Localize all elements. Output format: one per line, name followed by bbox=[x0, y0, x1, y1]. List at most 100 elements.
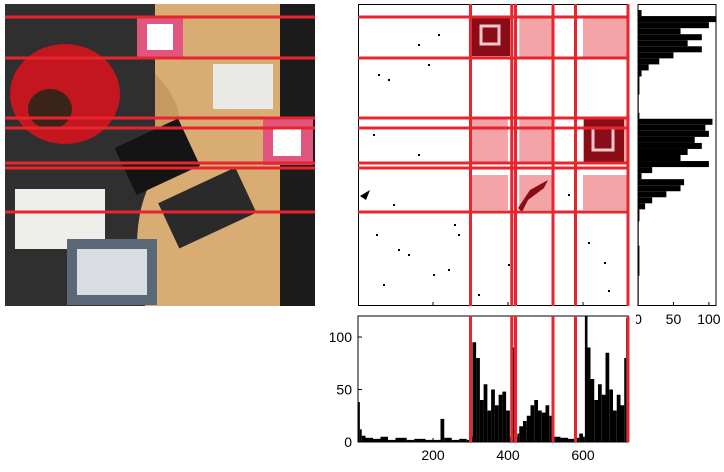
segmentation-map bbox=[358, 4, 628, 306]
noise-dot-7 bbox=[398, 249, 400, 251]
paper-sheet bbox=[213, 64, 273, 109]
shaded-region-2-1 bbox=[583, 175, 628, 210]
shaded-region-1-0 bbox=[519, 118, 553, 163]
row-bar-14 bbox=[638, 112, 640, 119]
column-bar-37 bbox=[538, 410, 542, 442]
person-head bbox=[28, 89, 72, 129]
row-histogram-svg: 0 50 100 bbox=[634, 4, 721, 327]
column-bar-9 bbox=[414, 438, 426, 442]
laptop-display bbox=[77, 249, 147, 295]
column-bar-56 bbox=[616, 394, 621, 442]
row-bar-12 bbox=[638, 76, 640, 95]
column-histogram-svg: 200 400 600 0 50 100 bbox=[329, 315, 629, 463]
noise-dot-0 bbox=[378, 74, 380, 76]
column-bar-5 bbox=[380, 436, 388, 442]
column-bar-16 bbox=[466, 439, 471, 442]
column-xtick-label-2: 600 bbox=[571, 447, 595, 463]
noise-dot-16 bbox=[454, 224, 456, 226]
column-bar-24 bbox=[494, 405, 499, 442]
column-bar-31 bbox=[517, 433, 520, 442]
column-bar-10 bbox=[425, 439, 433, 442]
person-icon bbox=[10, 44, 120, 144]
noise-dot-11 bbox=[588, 242, 590, 244]
row-bar-20 bbox=[638, 148, 688, 155]
noise-dot-12 bbox=[604, 262, 606, 264]
row-bar-7 bbox=[638, 46, 702, 53]
row-bar-6 bbox=[638, 40, 688, 47]
noise-dot-14 bbox=[418, 44, 420, 46]
noise-dot-2 bbox=[418, 154, 420, 156]
noise-dot-20 bbox=[608, 290, 610, 292]
column-bar-1 bbox=[359, 429, 362, 442]
row-bar-25 bbox=[638, 179, 685, 186]
column-xtick-label-0: 200 bbox=[421, 447, 445, 463]
noise-dot-13 bbox=[568, 194, 570, 196]
row-bar-29 bbox=[638, 203, 646, 210]
segmentation-map-svg bbox=[358, 4, 628, 306]
shaded-region-top-b bbox=[519, 18, 553, 58]
row-bar-10 bbox=[638, 64, 649, 71]
noise-blob bbox=[360, 190, 370, 200]
row-bar-15 bbox=[638, 118, 713, 125]
noise-dot-6 bbox=[433, 274, 435, 276]
row-xtick-label-2: 100 bbox=[697, 311, 721, 327]
column-bar-52 bbox=[601, 394, 606, 442]
workspace-photo-image bbox=[5, 4, 315, 306]
marker-inner-2 bbox=[273, 128, 301, 156]
column-bar-50 bbox=[594, 400, 598, 442]
column-bar-44 bbox=[575, 437, 580, 442]
column-bar-0 bbox=[358, 402, 360, 442]
column-bar-21 bbox=[483, 384, 488, 442]
row-bar-8 bbox=[638, 52, 674, 59]
column-bar-40 bbox=[549, 415, 553, 442]
noise-dot-5 bbox=[408, 254, 410, 256]
column-bar-14 bbox=[451, 439, 460, 442]
column-ytick-label-2: 100 bbox=[330, 329, 352, 345]
row-bar-27 bbox=[638, 191, 667, 198]
row-bar-17 bbox=[638, 130, 709, 137]
column-bar-58 bbox=[624, 358, 627, 442]
column-bar-59 bbox=[626, 318, 628, 442]
marker-inner bbox=[147, 24, 173, 50]
row-bar-28 bbox=[638, 197, 653, 204]
column-bar-22 bbox=[487, 410, 492, 442]
column-bar-19 bbox=[476, 358, 480, 442]
column-bar-6 bbox=[388, 439, 396, 442]
noise-dot-1 bbox=[388, 79, 390, 81]
column-bar-35 bbox=[530, 405, 535, 442]
column-bar-49 bbox=[590, 379, 595, 442]
noise-dot-15 bbox=[438, 34, 440, 36]
column-bar-38 bbox=[541, 412, 546, 442]
noise-dot-3 bbox=[373, 134, 375, 136]
monitor-icon bbox=[158, 167, 257, 249]
row-bar-33 bbox=[638, 275, 639, 306]
noise-dot-17 bbox=[376, 234, 378, 236]
row-xtick-label-1: 50 bbox=[666, 311, 682, 327]
column-bar-48 bbox=[587, 347, 591, 442]
detected-marker-2 bbox=[584, 119, 624, 163]
column-ytick-label-1: 50 bbox=[336, 382, 352, 398]
column-bar-57 bbox=[620, 405, 625, 442]
column-bar-32 bbox=[519, 426, 523, 442]
row-bar-4 bbox=[638, 28, 681, 35]
column-bar-39 bbox=[545, 405, 550, 442]
row-bar-9 bbox=[638, 58, 660, 65]
column-bar-29 bbox=[511, 347, 516, 442]
row-histogram: 0 50 100 bbox=[634, 4, 722, 334]
row-bar-30 bbox=[638, 209, 640, 222]
row-bar-5 bbox=[638, 34, 702, 41]
column-bar-54 bbox=[609, 389, 613, 442]
row-bar-18 bbox=[638, 136, 695, 143]
column-bar-46 bbox=[583, 436, 585, 442]
keyboard-icon bbox=[114, 118, 201, 196]
column-bar-15 bbox=[459, 438, 467, 442]
column-bar-27 bbox=[506, 410, 510, 442]
row-bar-31 bbox=[638, 221, 639, 246]
column-bar-17 bbox=[470, 436, 473, 442]
noise-dot-19 bbox=[508, 264, 510, 266]
column-bar-25 bbox=[498, 394, 503, 442]
column-bar-20 bbox=[479, 400, 484, 442]
column-bar-11 bbox=[433, 439, 441, 442]
row-bar-24 bbox=[638, 173, 642, 180]
detected-marker-3 bbox=[518, 180, 548, 212]
